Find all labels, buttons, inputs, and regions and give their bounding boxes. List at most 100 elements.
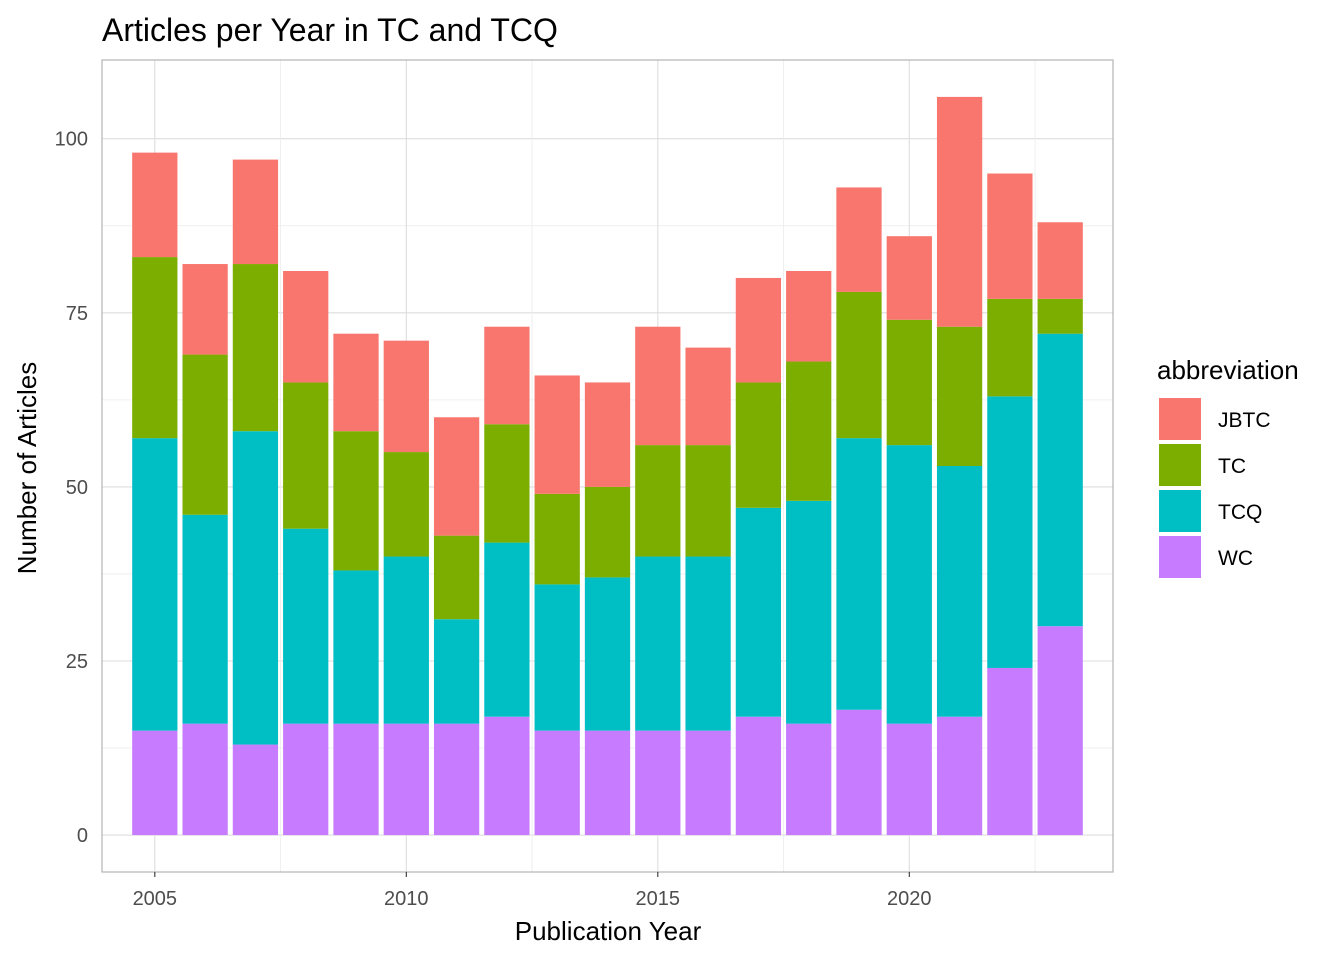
bar-wc-2013 xyxy=(534,730,580,836)
bar-wc-2014 xyxy=(584,730,631,836)
bar-tcq-2018 xyxy=(786,500,832,724)
x-tick-label: 2005 xyxy=(133,888,178,910)
bar-tcq-2014 xyxy=(584,577,631,731)
bar-jbtc-2016 xyxy=(685,347,731,446)
bar-tc-2018 xyxy=(786,361,832,501)
legend-swatch-wc xyxy=(1159,536,1201,578)
bar-jbtc-2023 xyxy=(1037,222,1083,299)
bar-wc-2006 xyxy=(182,723,228,836)
bar-jbtc-2009 xyxy=(333,333,379,432)
bar-wc-2023 xyxy=(1037,626,1083,836)
legend-label-jbtc: JBTC xyxy=(1218,409,1271,432)
x-tick-label: 2015 xyxy=(636,888,681,910)
legend-label-tc: TC xyxy=(1218,455,1246,478)
bar-jbtc-2015 xyxy=(635,326,681,446)
bar-wc-2020 xyxy=(886,723,932,836)
legend: abbreviation JBTC TC TCQ WC xyxy=(1157,355,1299,578)
bar-tcq-2009 xyxy=(333,570,379,724)
x-tick-label: 2010 xyxy=(384,888,429,910)
bar-tc-2009 xyxy=(333,431,379,571)
bar-tcq-2023 xyxy=(1037,333,1083,627)
x-tick-label: 2020 xyxy=(887,888,932,910)
bar-tc-2005 xyxy=(132,257,178,439)
legend-label-tcq: TCQ xyxy=(1218,501,1262,524)
y-tick-label: 0 xyxy=(77,825,88,847)
bar-tcq-2007 xyxy=(232,431,279,745)
bar-wc-2021 xyxy=(936,716,983,836)
bar-wc-2010 xyxy=(383,723,429,836)
y-axis-title: Number of Articles xyxy=(12,362,42,574)
bar-tcq-2012 xyxy=(484,542,530,717)
x-axis-title: Publication Year xyxy=(515,916,702,946)
bar-jbtc-2021 xyxy=(936,96,983,327)
bar-wc-2016 xyxy=(685,730,731,836)
bar-jbtc-2020 xyxy=(886,236,932,320)
bar-jbtc-2008 xyxy=(283,271,329,383)
y-tick-label: 100 xyxy=(55,129,88,151)
legend-items: JBTC TC TCQ WC xyxy=(1159,398,1271,578)
bar-wc-2008 xyxy=(283,723,329,836)
legend-swatch-tc xyxy=(1159,444,1201,486)
bar-tc-2020 xyxy=(886,319,932,446)
chart-title: Articles per Year in TC and TCQ xyxy=(102,12,558,48)
bar-jbtc-2013 xyxy=(534,375,580,494)
bar-tcq-2015 xyxy=(635,556,681,731)
bar-tc-2008 xyxy=(283,382,329,529)
panel-border xyxy=(101,59,1114,873)
bar-tc-2011 xyxy=(433,535,480,620)
bar-tcq-2010 xyxy=(383,556,429,724)
bar-tc-2023 xyxy=(1037,298,1083,334)
bar-wc-2019 xyxy=(836,709,882,836)
bar-tc-2014 xyxy=(584,486,631,578)
y-axis-ticks: 0 25 50 75 100 xyxy=(55,129,88,847)
bar-jbtc-2010 xyxy=(383,340,429,453)
x-axis-ticks: 2005 2010 2015 2020 xyxy=(133,872,932,910)
bar-jbtc-2012 xyxy=(484,326,530,425)
bar-wc-2005 xyxy=(132,730,178,836)
bar-tcq-2016 xyxy=(685,556,731,731)
bar-tc-2017 xyxy=(735,382,782,508)
bar-tcq-2022 xyxy=(987,396,1033,668)
bar-jbtc-2007 xyxy=(232,159,279,265)
bar-tcq-2013 xyxy=(534,584,580,731)
bar-wc-2018 xyxy=(786,723,832,836)
bar-tcq-2005 xyxy=(132,438,178,731)
bar-tcq-2008 xyxy=(283,528,329,724)
bar-tc-2021 xyxy=(936,326,983,466)
bar-tcq-2021 xyxy=(936,466,983,717)
bar-wc-2012 xyxy=(484,716,530,836)
bar-tc-2022 xyxy=(987,298,1033,397)
bar-jbtc-2011 xyxy=(433,417,480,536)
y-tick-label: 50 xyxy=(66,477,88,499)
bar-jbtc-2017 xyxy=(735,277,782,383)
bar-wc-2017 xyxy=(735,716,782,836)
legend-label-wc: WC xyxy=(1218,547,1253,570)
bar-wc-2022 xyxy=(987,667,1033,836)
legend-title: abbreviation xyxy=(1157,355,1299,385)
legend-swatch-tcq xyxy=(1159,490,1201,532)
bar-tc-2013 xyxy=(534,493,580,585)
y-tick-label: 25 xyxy=(66,651,88,673)
bar-tcq-2019 xyxy=(836,438,882,710)
bar-jbtc-2019 xyxy=(836,187,882,292)
bar-jbtc-2005 xyxy=(132,152,178,258)
bar-wc-2011 xyxy=(433,723,480,836)
bar-wc-2009 xyxy=(333,723,379,836)
bars xyxy=(132,96,1083,836)
bar-tc-2010 xyxy=(383,452,429,557)
bar-tc-2012 xyxy=(484,424,530,543)
bar-tcq-2017 xyxy=(735,507,782,717)
y-tick-label: 75 xyxy=(66,303,88,325)
bar-tc-2007 xyxy=(232,264,279,432)
bar-tcq-2020 xyxy=(886,445,932,724)
bar-tcq-2011 xyxy=(433,619,480,724)
bar-wc-2007 xyxy=(232,744,279,836)
bar-jbtc-2022 xyxy=(987,173,1033,299)
bar-tcq-2006 xyxy=(182,514,228,724)
bar-tc-2015 xyxy=(635,445,681,557)
bar-tc-2006 xyxy=(182,354,228,515)
bar-jbtc-2006 xyxy=(182,264,228,355)
bar-tc-2016 xyxy=(685,445,731,557)
legend-swatch-jbtc xyxy=(1159,398,1201,440)
